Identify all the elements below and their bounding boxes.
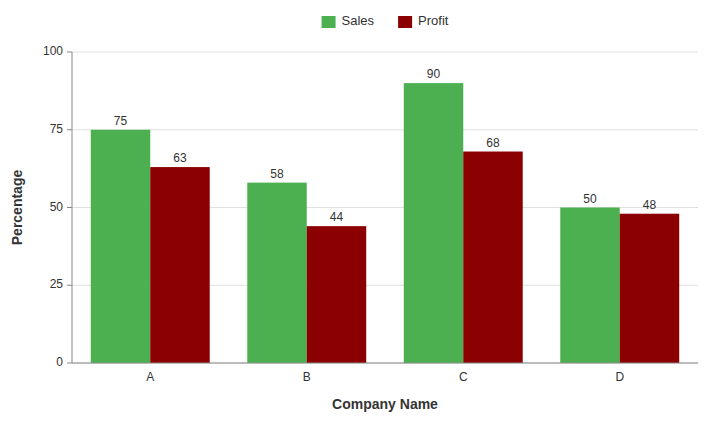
- y-tick: [67, 129, 72, 130]
- data-label: 58: [270, 167, 284, 181]
- y-tick: [67, 52, 72, 53]
- x-tick-label: B: [303, 370, 311, 384]
- x-tick-label: A: [146, 370, 154, 384]
- bar: [463, 152, 522, 363]
- bar: [247, 183, 306, 363]
- legend-swatch: [322, 16, 336, 28]
- x-axis-line: [72, 363, 698, 364]
- y-tick-label: 75: [50, 122, 64, 136]
- grid-line: [72, 363, 698, 364]
- y-tick: [67, 207, 72, 208]
- legend-item: Sales: [322, 13, 375, 28]
- y-axis-title: Percentage: [9, 170, 25, 246]
- grid-line: [72, 52, 698, 53]
- y-axis-line: [72, 52, 73, 363]
- y-tick-label: 50: [50, 200, 64, 214]
- data-label: 68: [486, 136, 500, 150]
- grid-line: [72, 129, 698, 130]
- legend-item: Profit: [398, 13, 449, 28]
- legend-label: Profit: [418, 13, 449, 28]
- grid: [72, 52, 698, 363]
- legend-swatch: [398, 16, 412, 28]
- bar: [620, 214, 679, 363]
- y-tick: [67, 363, 72, 364]
- chart: 0 25 50 75 100 75 58 90 50 63 44 68 48 A B C D Company Na…: [0, 0, 720, 425]
- bar: [404, 83, 463, 363]
- legend-label: Sales: [342, 13, 375, 28]
- legend: Sales Profit: [322, 13, 449, 28]
- data-label: 75: [114, 114, 128, 128]
- y-tick-label: 100: [43, 44, 63, 58]
- data-label: 90: [427, 67, 441, 81]
- y-axis: 0 25 50 75 100: [43, 44, 72, 369]
- x-tick-label: D: [615, 370, 624, 384]
- y-tick-label: 0: [56, 355, 63, 369]
- y-tick: [67, 285, 72, 286]
- data-label: 44: [330, 210, 344, 224]
- x-axis-title: Company Name: [332, 396, 438, 412]
- bar: [560, 208, 619, 364]
- x-tick-label: C: [459, 370, 468, 384]
- data-label: 50: [583, 192, 597, 206]
- chart-container: 0 25 50 75 100 75 58 90 50 63 44 68 48 A B C D Company Na…: [0, 0, 720, 425]
- bars: [91, 83, 679, 363]
- bar: [150, 167, 209, 363]
- data-labels: 75 58 90 50 63 44 68 48: [114, 67, 657, 224]
- bar: [307, 226, 366, 363]
- data-label: 48: [643, 198, 657, 212]
- bar: [91, 130, 150, 363]
- data-label: 63: [173, 151, 187, 165]
- x-axis: A B C D: [72, 363, 698, 384]
- y-tick-label: 25: [50, 277, 64, 291]
